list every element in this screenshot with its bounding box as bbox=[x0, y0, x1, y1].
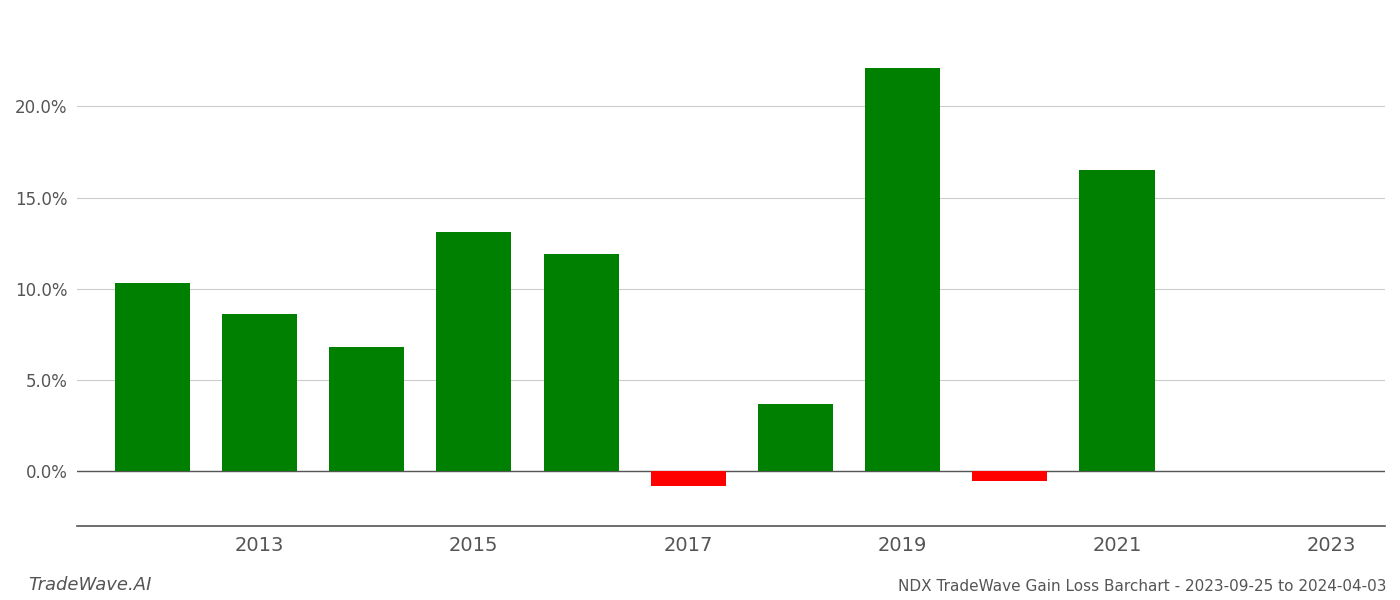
Bar bbox=[437, 232, 511, 472]
Bar bbox=[223, 314, 297, 472]
Bar bbox=[1079, 170, 1155, 472]
Text: TradeWave.AI: TradeWave.AI bbox=[28, 576, 151, 594]
Bar bbox=[757, 404, 833, 472]
Bar bbox=[972, 472, 1047, 481]
Bar bbox=[865, 68, 941, 472]
Bar bbox=[651, 472, 725, 486]
Text: NDX TradeWave Gain Loss Barchart - 2023-09-25 to 2024-04-03: NDX TradeWave Gain Loss Barchart - 2023-… bbox=[897, 579, 1386, 594]
Bar bbox=[329, 347, 405, 472]
Bar bbox=[115, 283, 190, 472]
Bar bbox=[543, 254, 619, 472]
